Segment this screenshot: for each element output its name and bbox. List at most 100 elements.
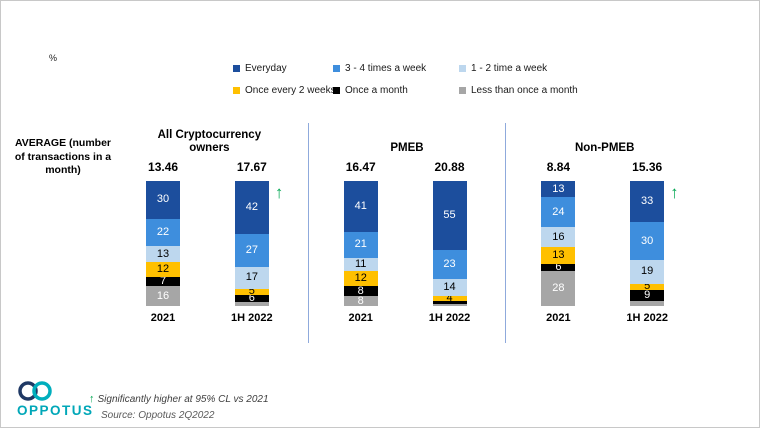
bar-segment: 6	[541, 263, 576, 271]
legend-label: 1 - 2 time a week	[471, 63, 548, 74]
bar-column: 13.46 30 22 13 12 7 16 2021	[146, 160, 181, 324]
average-value: 8.84	[546, 160, 571, 174]
bar: 33 30 19 5 9	[630, 181, 665, 306]
legend-swatch-icon	[333, 87, 340, 94]
footnotes: ↑ Significantly higher at 95% CL vs 2021 …	[89, 391, 269, 424]
oppotus-logo-icon	[18, 381, 52, 401]
bar-column: 15.36 33 30 19 5 9 ↑ 1H 2022	[626, 160, 679, 324]
bar: 5523144	[432, 181, 467, 306]
chart-group-1: All Cryptocurrency owners 13.46 30 22 13 12 7 1…	[111, 123, 308, 343]
significance-arrow-icon: ↑	[274, 183, 284, 202]
significance-arrow-icon: ↑	[670, 183, 679, 202]
legend-item-4: Once every 2 weeks	[233, 85, 336, 96]
bars-row: 13.46 30 22 13 12 7 16 2021 17.67 42 27 17 5 6 ↑ 1H 202…	[111, 160, 308, 324]
bar-segment: 16	[541, 227, 576, 248]
legend-swatch-icon	[333, 65, 340, 72]
chart-group-3: Non-PMEB 8.84 13 24 16 13 6 28 2021 15.36 33 30 19 5 9…	[505, 123, 703, 343]
significance-note-text: Significantly higher at 95% CL vs 2021	[97, 394, 269, 405]
bar-segment: 5	[234, 288, 269, 295]
legend-item-5: Once a month	[333, 85, 459, 96]
up-arrow-icon: ↑	[89, 393, 95, 405]
bar-segment	[432, 301, 467, 304]
year-label: 1H 2022	[231, 312, 273, 324]
legend-swatch-icon	[459, 87, 466, 94]
bar-segment: 13	[541, 181, 576, 198]
bar-segment: 8	[343, 296, 378, 306]
stacked-bar: 33 30 19 5 9 ↑	[630, 181, 679, 306]
stacked-bar: 5523144	[432, 181, 467, 306]
bar-column: 16.47 41 21 11 12 8 8 2021	[343, 160, 378, 324]
oppotus-logo: OPPOTUS	[17, 380, 94, 418]
bar-segment: 28	[541, 271, 576, 306]
bar-segment: 13	[146, 246, 181, 263]
bar-segment: 9	[630, 289, 665, 301]
legend-label: Once a month	[345, 85, 408, 96]
bar-segment: 30	[630, 222, 665, 260]
bar-segment: 23	[432, 249, 467, 279]
bar-segment	[432, 303, 467, 306]
percent-axis-label: %	[49, 53, 58, 63]
bar-segment: 6	[234, 294, 269, 303]
legend-item-6: Less than once a month	[459, 85, 578, 96]
bar-segment: 24	[541, 197, 576, 228]
year-label: 2021	[546, 312, 571, 324]
bar-column: 20.88 5523144 1H 2022	[429, 160, 471, 324]
bar: 13 24 16 13 6 28	[541, 181, 576, 306]
source-note: Source: Oppotus 2Q2022	[101, 410, 215, 422]
stacked-bar: 30 22 13 12 7 16	[146, 181, 181, 306]
bar-column: 17.67 42 27 17 5 6 ↑ 1H 2022	[231, 160, 283, 324]
average-value: 13.46	[148, 160, 179, 174]
bar-segment: 41	[343, 181, 378, 232]
legend-label: Less than once a month	[471, 85, 578, 96]
significance-note: ↑ Significantly higher at 95% CL vs 2021	[89, 391, 269, 408]
group-title: All Cryptocurrency owners	[157, 128, 262, 154]
bar-segment: 5	[630, 283, 665, 290]
legend-item-1: Everyday	[233, 63, 333, 74]
bar-segment: 8	[343, 286, 378, 297]
legend-item-3: 1 - 2 time a week	[459, 63, 578, 74]
legend-swatch-icon	[233, 87, 240, 94]
bar-segment: 22	[146, 218, 181, 246]
bar-segment: 55	[432, 181, 467, 250]
group-title: PMEB	[390, 141, 424, 154]
bar-segment: 27	[234, 233, 269, 268]
legend-label: 3 - 4 times a week	[345, 63, 427, 74]
bar-segment: 14	[432, 278, 467, 296]
legend-swatch-icon	[233, 65, 240, 72]
bar-segment: 21	[343, 231, 378, 258]
bar: 41 21 11 12 8 8	[343, 181, 378, 306]
year-label: 2021	[150, 312, 176, 324]
bar-segment	[630, 301, 665, 306]
bar-segment: 19	[630, 259, 665, 284]
legend-label: Once every 2 weeks	[245, 85, 336, 96]
bar-segment: 12	[146, 262, 181, 278]
stacked-bar: 13 24 16 13 6 28	[541, 181, 576, 306]
average-axis-label: AVERAGE (number of transactions in a mon…	[14, 137, 112, 177]
stacked-bar: 42 27 17 5 6 ↑	[234, 181, 283, 306]
stacked-bar: 41 21 11 12 8 8	[343, 181, 378, 306]
bar-segment: 30	[146, 181, 181, 219]
bar: 42 27 17 5 6	[234, 181, 269, 306]
chart-area: All Cryptocurrency owners 13.46 30 22 13 12 7 1…	[111, 123, 703, 343]
group-title: Non-PMEB	[574, 141, 635, 154]
average-value: 20.88	[434, 160, 465, 174]
year-label: 1H 2022	[626, 312, 668, 324]
bars-row: 8.84 13 24 16 13 6 28 2021 15.36 33 30 19 5 9 ↑ 1H 2022	[506, 160, 703, 324]
bar: 30 22 13 12 7 16	[146, 181, 181, 306]
legend-label: Everyday	[245, 63, 287, 74]
oppotus-logo-text: OPPOTUS	[17, 403, 94, 418]
average-value: 15.36	[632, 160, 663, 174]
bar-segment: 12	[343, 271, 378, 287]
bar-segment: 4	[432, 296, 467, 301]
bar-segment: 13	[541, 247, 576, 264]
bar-segment: 16	[146, 286, 181, 306]
bar-segment: 17	[234, 267, 269, 289]
average-value: 16.47	[345, 160, 376, 174]
average-value: 17.67	[236, 160, 267, 174]
legend-swatch-icon	[459, 65, 466, 72]
bar-segment: 11	[343, 257, 378, 272]
legend: Everyday 3 - 4 times a week 1 - 2 time a w…	[233, 63, 578, 96]
bar-segment: 33	[630, 181, 665, 223]
